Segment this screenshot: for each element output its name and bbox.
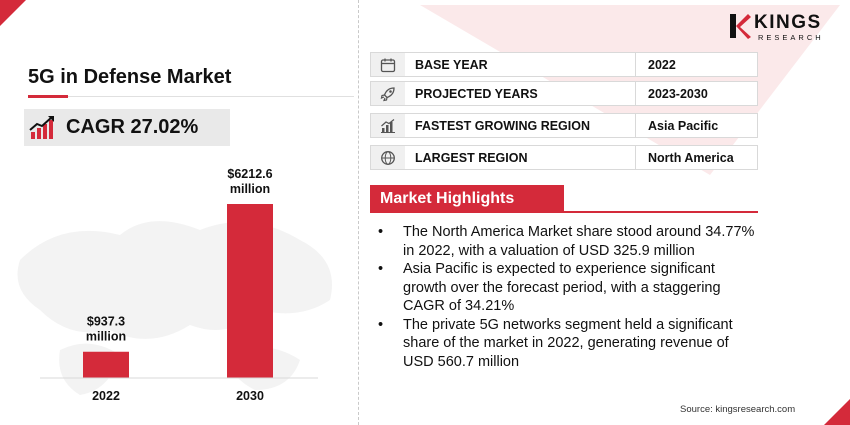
info-value: Asia Pacific <box>648 118 719 133</box>
list-item: • The private 5G networks segment held a… <box>378 316 823 372</box>
kings-logo-icon <box>730 14 751 39</box>
bullet-icon: • <box>378 224 384 240</box>
bar-data-label: million <box>86 330 126 344</box>
info-separator <box>635 146 636 169</box>
logo-subtitle: RESEARCH <box>758 33 824 42</box>
highlight-line: in 2022, with a valuation of USD 325.9 m… <box>403 242 695 259</box>
info-separator <box>635 114 636 137</box>
icon-cell <box>371 114 405 137</box>
page-title: 5G in Defense Market <box>28 66 232 88</box>
corner-accent-top-left <box>0 0 26 26</box>
globe-icon <box>381 150 395 165</box>
logo-name: KINGS <box>754 12 822 33</box>
corner-accent-bottom-right <box>824 399 850 425</box>
calendar-icon <box>380 58 396 72</box>
info-row-fastest-growing-region: FASTEST GROWING REGION Asia Pacific <box>370 113 758 138</box>
list-item: • The North America Market share stood a… <box>378 223 823 260</box>
list-item: • Asia Pacific is expected to experience… <box>378 260 823 316</box>
bullet-icon: • <box>378 316 384 333</box>
info-value: North America <box>648 150 734 165</box>
highlight-line: share of the market in 2022, generating … <box>403 335 729 351</box>
info-value: 2023-2030 <box>648 86 708 101</box>
info-row-projected-years: PROJECTED YEARS 2023-2030 <box>370 81 758 106</box>
info-row-base-year: BASE YEAR 2022 <box>370 52 758 77</box>
panel-divider <box>358 0 359 425</box>
title-rule <box>68 96 354 97</box>
icon-cell <box>371 53 405 76</box>
highlight-line: USD 560.7 million <box>403 353 520 370</box>
info-separator <box>635 53 636 76</box>
highlight-line: growth over the forecast period, with a … <box>403 279 721 296</box>
bullet-icon: • <box>378 261 384 277</box>
cagr-value: CAGR 27.02% <box>66 116 199 138</box>
info-label: PROJECTED YEARS <box>415 86 538 101</box>
bar-data-label: $6212.6 <box>227 167 272 181</box>
highlights-list: • The North America Market share stood a… <box>378 223 823 371</box>
info-row-largest-region: LARGEST REGION North America <box>370 145 758 170</box>
info-separator <box>635 82 636 105</box>
icon-cell <box>371 146 405 169</box>
bar-data-label: million <box>230 182 270 196</box>
info-label: BASE YEAR <box>415 57 488 72</box>
cagr-box: CAGR 27.02% <box>24 109 230 146</box>
x-tick-label: 2022 <box>92 389 120 403</box>
highlight-line: The North America Market share stood aro… <box>403 224 755 240</box>
trend-up-chart-icon <box>29 115 54 139</box>
rocket-icon <box>380 86 395 101</box>
growth-chart-icon <box>381 118 395 133</box>
info-label: FASTEST GROWING REGION <box>415 118 591 133</box>
highlight-line: Asia Pacific is expected to experience s… <box>403 261 715 277</box>
highlight-line: The private 5G networks segment held a s… <box>403 316 733 333</box>
bar-data-label: $937.3 <box>87 315 125 329</box>
market-highlights-heading: Market Highlights <box>370 185 564 213</box>
bar-2030 <box>227 204 273 378</box>
info-label: LARGEST REGION <box>415 150 528 165</box>
x-tick-label: 2030 <box>236 389 264 403</box>
kings-research-logo: KINGS RESEARCH <box>728 12 833 42</box>
title-underline <box>28 95 68 98</box>
highlight-line: CAGR of 34.21% <box>403 298 515 314</box>
market-highlights-header: Market Highlights <box>370 185 758 213</box>
highlights-rule <box>564 211 758 213</box>
info-value: 2022 <box>648 57 676 72</box>
bar-2022 <box>83 351 129 378</box>
source-note: Source: kingsresearch.com <box>680 404 796 415</box>
icon-cell <box>371 82 405 105</box>
